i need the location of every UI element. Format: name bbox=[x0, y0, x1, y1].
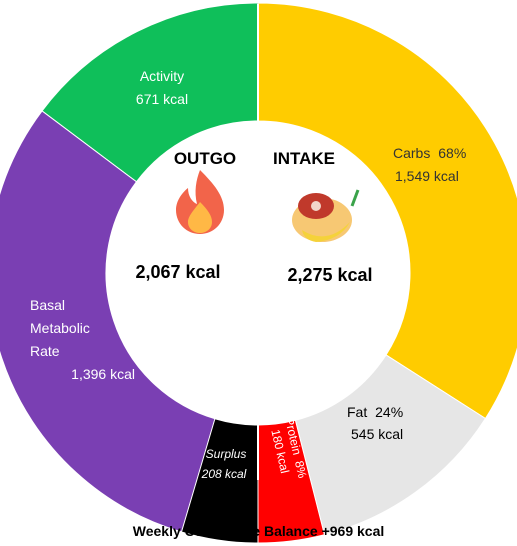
bmr-label-line-1: Basal bbox=[30, 297, 65, 313]
bmr-label-line-2: Metabolic bbox=[30, 320, 90, 336]
carbs-percent: 68% bbox=[438, 145, 466, 161]
food-plate-icon bbox=[292, 189, 360, 242]
intake-header: INTAKE bbox=[273, 149, 335, 168]
protein-percent: 8% bbox=[292, 459, 310, 479]
fat-value: 545 kcal bbox=[351, 426, 403, 442]
svg-text:Carbs 68%: Carbs 68% bbox=[393, 145, 466, 161]
fire-icon bbox=[176, 170, 224, 234]
outgo-header: OUTGO bbox=[174, 149, 236, 168]
fat-label: Fat bbox=[347, 404, 367, 420]
carbs-label-group: Carbs 68% bbox=[393, 145, 466, 161]
carbs-label: Carbs bbox=[393, 145, 430, 161]
weekly-balance-footer: Weekly Cumulative Balance +969 kcal bbox=[132, 523, 385, 539]
activity-value: 671 kcal bbox=[136, 91, 188, 107]
outgo-total: 2,067 kcal bbox=[135, 262, 220, 282]
fat-percent: 24% bbox=[375, 404, 403, 420]
svg-text:Fat 24%: Fat 24% bbox=[347, 404, 403, 420]
surplus-label: Surplus bbox=[206, 447, 247, 461]
intake-total: 2,275 kcal bbox=[287, 265, 372, 285]
surplus-value: 208 kcal bbox=[201, 467, 247, 481]
activity-label: Activity bbox=[140, 68, 184, 84]
bmr-label-line-3: Rate bbox=[30, 343, 60, 359]
bmr-value: 1,396 kcal bbox=[71, 366, 135, 382]
carbs-value: 1,549 kcal bbox=[395, 168, 459, 184]
